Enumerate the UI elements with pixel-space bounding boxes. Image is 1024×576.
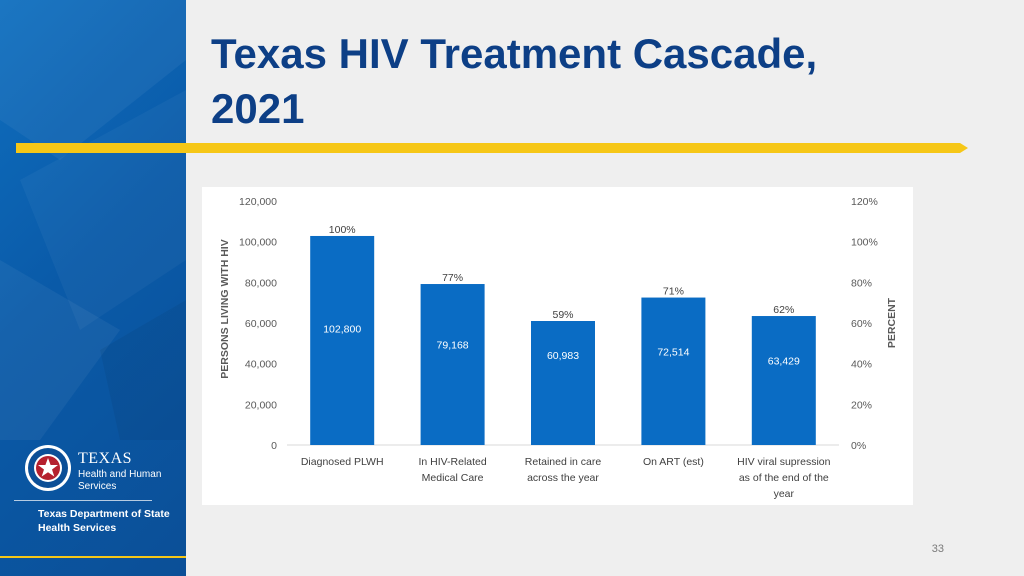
- bar: [641, 297, 706, 445]
- chart-left-axis: 0 20,000 40,000 60,000 80,000 100,000 120,000: [239, 196, 277, 452]
- y-axis-title: PERSONS LIVING WITH HIV: [219, 239, 231, 378]
- percent-label: 100%: [329, 224, 356, 236]
- sidebar-pattern: [0, 0, 186, 440]
- category-label: HIV viral supression: [737, 456, 831, 468]
- category-label: Retained in care: [525, 456, 602, 468]
- logo-hhs-text: Health and Human Services: [78, 469, 162, 492]
- y-tick-label: 0: [271, 440, 277, 452]
- chart-bars: [310, 235, 816, 445]
- cascade-bar-chart: 020,00040,00060,00080,000100,000120,000 …: [219, 196, 898, 500]
- chart-right-axis: 0% 20% 40% 60% 80% 100% 120%: [851, 196, 878, 452]
- value-label: 102,800: [323, 323, 361, 335]
- texas-seal-icon: [25, 445, 71, 491]
- percent-label: 71%: [663, 286, 684, 298]
- y2-tick-label: 40%: [851, 359, 872, 371]
- y2-axis-title: PERCENT: [886, 297, 898, 348]
- logo-divider: [14, 500, 152, 501]
- value-label: 72,514: [657, 346, 689, 358]
- percent-label: 77%: [442, 272, 463, 284]
- y2-tick-label: 20%: [851, 399, 872, 411]
- page-number: 33: [931, 543, 944, 555]
- sidebar-accent-line: [0, 556, 186, 558]
- value-label: 60,983: [547, 350, 579, 362]
- logo-texas-text: TEXAS: [78, 450, 133, 467]
- bar: [531, 321, 595, 445]
- category-label: In HIV-Related: [418, 456, 486, 468]
- category-label: as of the end of the: [739, 472, 829, 484]
- bar: [310, 235, 375, 445]
- percent-label: 62%: [773, 304, 794, 316]
- dshs-label: Texas Department of State Health Service…: [38, 507, 178, 535]
- chart-category-labels: Diagnosed PLWH In HIV-Related Medical Care…: [301, 456, 831, 500]
- y2-tick-label: 120%: [851, 196, 878, 208]
- y-tick-label: 80,000: [245, 277, 277, 289]
- y-tick-label: 120,000: [239, 196, 277, 208]
- category-label: On ART (est): [643, 456, 704, 468]
- category-label: across the year: [527, 472, 599, 484]
- title-underline-bar: [16, 143, 968, 153]
- dshs-line-2: Health Services: [38, 522, 117, 534]
- y2-tick-label: 80%: [851, 277, 872, 289]
- y-tick-label: 60,000: [245, 318, 277, 330]
- value-label: 79,168: [437, 340, 469, 352]
- value-label: 63,429: [768, 356, 800, 368]
- y2-tick-label: 0%: [851, 440, 866, 452]
- y-tick-label: 40,000: [245, 359, 277, 371]
- bar: [751, 316, 816, 445]
- category-label: Medical Care: [422, 472, 484, 484]
- bar: [420, 284, 485, 445]
- y2-tick-label: 100%: [851, 237, 878, 249]
- dshs-line-1: Texas Department of State: [38, 508, 170, 520]
- percent-label: 59%: [552, 309, 573, 321]
- chart-percent-labels: 100% 77% 59% 71% 62%: [329, 224, 795, 321]
- title-line-1: Texas HIV Treatment Cascade,: [211, 30, 818, 77]
- chart-value-labels: 102,800 79,168 60,983 72,514 63,429: [323, 323, 800, 367]
- category-label: Diagnosed PLWH: [301, 456, 384, 468]
- y2-tick-label: 60%: [851, 318, 872, 330]
- y-tick-label: 100,000: [239, 237, 277, 249]
- title-line-2: 2021: [211, 85, 305, 132]
- y-tick-label: 20,000: [245, 399, 277, 411]
- page-title: Texas HIV Treatment Cascade, 2021: [211, 26, 911, 136]
- chart-panel: 0 20,000 40,000 60,000 80,000 100,000 120,000 …: [202, 187, 913, 505]
- category-label: year: [774, 488, 795, 500]
